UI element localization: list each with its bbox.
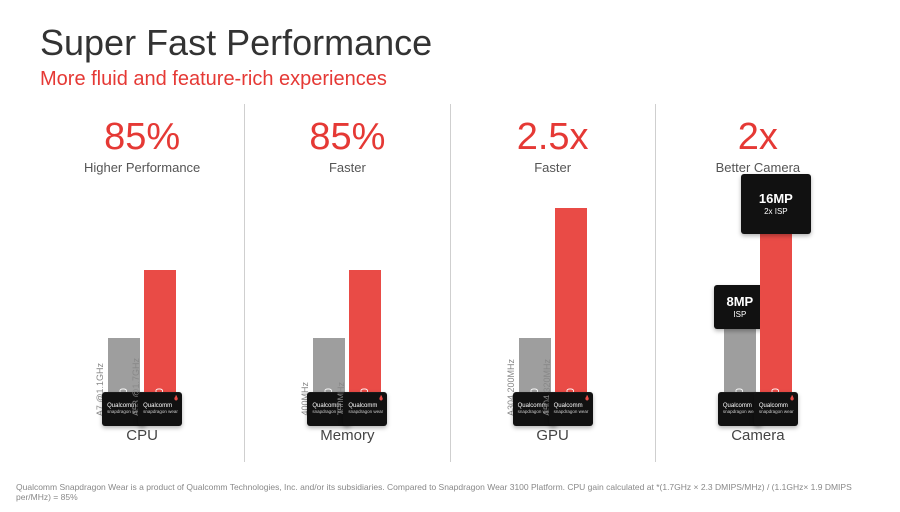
camera-chip-mp: 8MP [714,295,766,308]
metric: 85% Faster [245,118,449,175]
metric-label: Faster [245,160,449,175]
camera-chip-isp: 2x ISP [741,207,811,217]
bar-group: A7 @1.1GHz3100Qualcommsnapdragon wearA53… [108,270,176,418]
metric-value: 2.5x [451,118,655,158]
page-title: Super Fast Performance [40,22,432,64]
camera-chip-mp: 16MP [741,192,811,205]
metric-value: 85% [245,118,449,158]
camera-chip: 8MP ISP [714,285,766,329]
metric: 85% Higher Performance [40,118,244,175]
chip-icon: Qualcommsnapdragon wear [343,392,387,426]
metric-value: 85% [40,118,244,158]
bar-group: A304 200MHz3100Qualcommsnapdragon wearA5… [519,208,587,418]
bar: 750MHz4100Qualcommsnapdragon wear [349,270,381,418]
metric: 2x Better Camera [656,118,860,175]
metric-label: Higher Performance [40,160,244,175]
chip-icon: Qualcommsnapdragon wear [549,392,593,426]
panel-memory: 85% Faster 400MHz3100Qualcommsnapdragon we… [245,104,450,462]
bar: A53 @1.7GHz4100Qualcommsnapdragon wear [144,270,176,418]
axis-label: GPU [451,427,655,444]
camera-chip-isp: ISP [714,310,766,320]
panel-camera: 2x Better Camera 3100Qualcommsnapdragon we… [656,104,860,462]
metric-label: Better Camera [656,160,860,175]
bar-rect [555,208,587,418]
axis-label: Memory [245,427,449,444]
panel-container: 85%Higher PerformanceA7 @1.1GHz3100Qualc… [40,104,860,462]
panel-cpu: 85% Higher Performance A7 @1.1GHz3100Qualc… [40,104,245,462]
bar-group: 400MHz3100Qualcommsnapdragon wear750MHz4… [313,270,381,418]
footnote: Qualcomm Snapdragon Wear is a product of… [16,482,884,502]
chip-icon: Qualcommsnapdragon wear [138,392,182,426]
bar-group: 3100Qualcommsnapdragon wear8MPISP4100Qua… [724,228,792,418]
axis-label: Camera [656,427,860,444]
bar: 4100Qualcommsnapdragon wear16MP2x ISP [760,228,792,418]
camera-chip: 16MP 2x ISP [741,174,811,234]
chip-icon: Qualcommsnapdragon wear [754,392,798,426]
axis-label: CPU [40,427,244,444]
metric: 2.5x Faster [451,118,655,175]
metric-label: Faster [451,160,655,175]
bar: A504 320MHz4100Qualcommsnapdragon wear [555,208,587,418]
panel-gpu: 2.5x Faster A304 200MHz3100Qualcommsnapdra… [451,104,656,462]
page-subtitle: More fluid and feature-rich experiences [40,68,387,91]
metric-value: 2x [656,118,860,158]
bar: 3100Qualcommsnapdragon wear8MPISP [724,323,756,418]
